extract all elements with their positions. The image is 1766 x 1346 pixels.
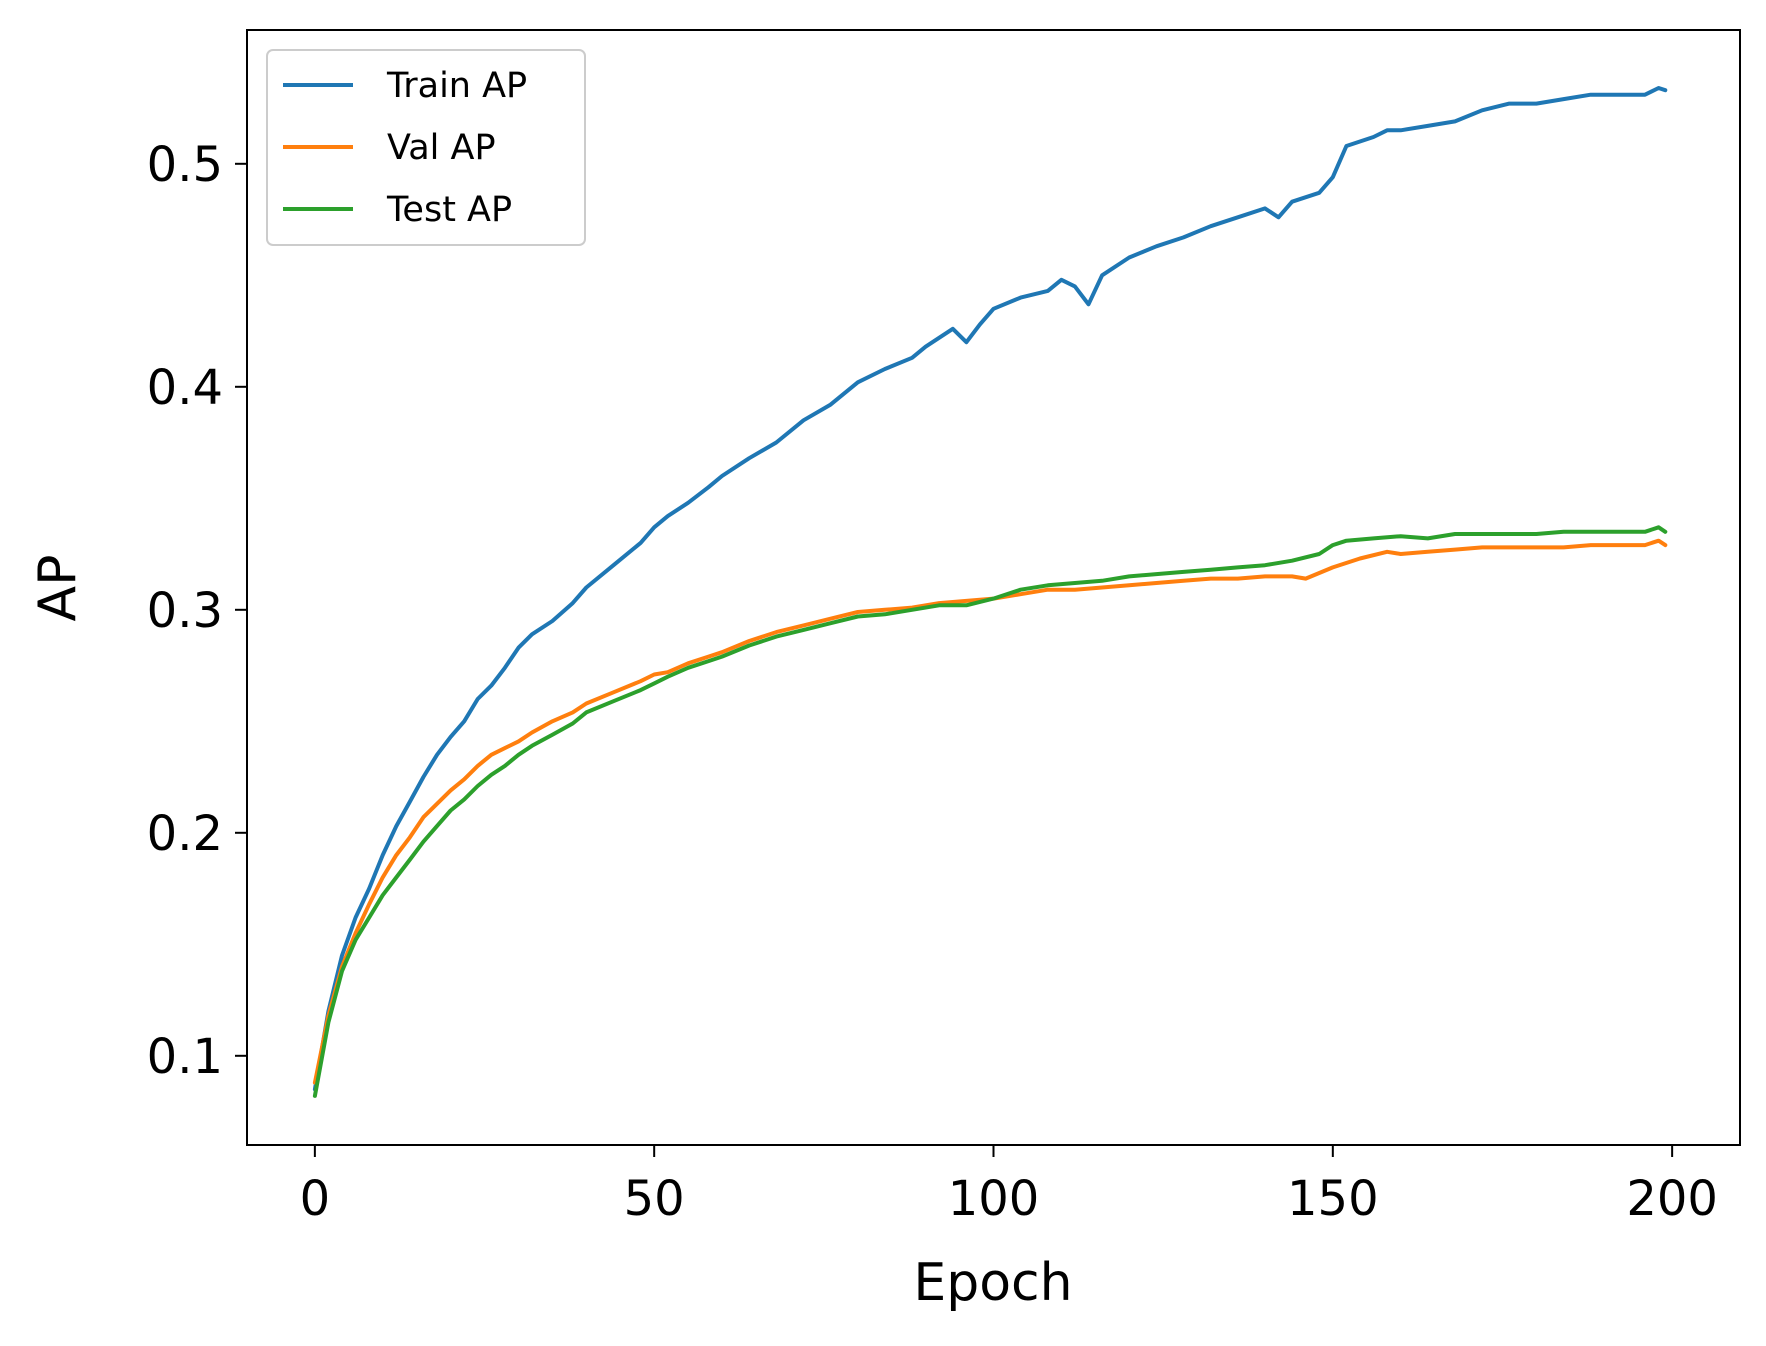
legend-label-test-ap: Test AP bbox=[386, 190, 512, 230]
y-axis: 0.1 0.2 0.3 0.4 0.5 bbox=[147, 137, 247, 1085]
legend: Train AP Val AP Test AP bbox=[266, 49, 586, 246]
x-tick-label: 0 bbox=[300, 1171, 331, 1227]
y-tick-label: 0.4 bbox=[147, 360, 223, 416]
y-tick-label: 0.3 bbox=[147, 583, 223, 639]
y-tick-label: 0.2 bbox=[147, 806, 223, 862]
series-line-test-ap bbox=[312, 525, 1668, 1098]
x-tick-label: 50 bbox=[624, 1171, 685, 1227]
x-axis-title: Epoch bbox=[913, 1253, 1072, 1313]
legend-box bbox=[266, 49, 586, 246]
series-line-train-ap bbox=[312, 86, 1668, 1092]
x-tick-label: 150 bbox=[1287, 1171, 1379, 1227]
series-line-val-ap bbox=[312, 538, 1668, 1085]
y-axis-title: AP bbox=[28, 555, 88, 622]
x-tick-label: 200 bbox=[1626, 1171, 1718, 1227]
legend-label-val-ap: Val AP bbox=[387, 128, 496, 168]
x-axis: 0 50 100 150 200 bbox=[300, 1145, 1718, 1227]
y-tick-label: 0.1 bbox=[147, 1029, 223, 1085]
legend-label-train-ap: Train AP bbox=[386, 66, 527, 106]
x-tick-label: 100 bbox=[948, 1171, 1040, 1227]
y-tick-label: 0.5 bbox=[147, 137, 223, 193]
series-lines bbox=[312, 86, 1668, 1098]
